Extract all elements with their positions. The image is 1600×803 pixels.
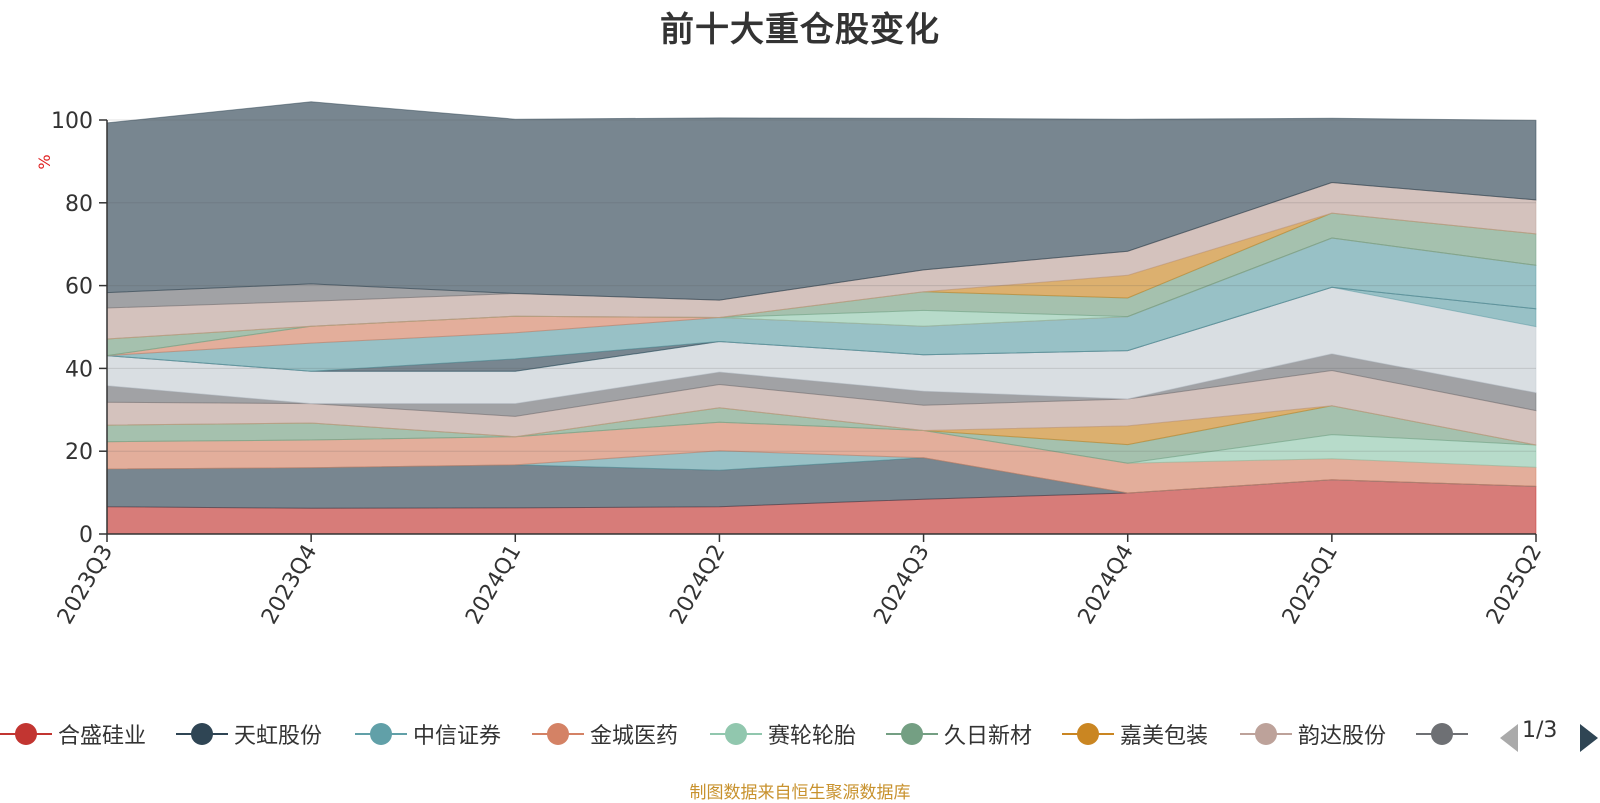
y-tick-label-4: 80 xyxy=(65,192,93,217)
legend-item-4[interactable]: 赛轮轮胎 xyxy=(710,716,856,752)
y-tick-label-5: 100 xyxy=(51,109,93,134)
legend-marker-icon xyxy=(0,721,52,747)
legend-label: 赛轮轮胎 xyxy=(768,724,857,749)
legend-marker-icon xyxy=(176,721,228,747)
legend-item-5[interactable]: 久日新材 xyxy=(886,716,1032,752)
legend-dot xyxy=(1077,723,1099,745)
legend-dot xyxy=(15,723,37,745)
legend-item-8[interactable]: ！ xyxy=(1416,716,1468,752)
legend-pager: 1/3 xyxy=(1470,716,1600,752)
legend-label: 天虹股份 xyxy=(234,724,323,749)
y-axis-label: % xyxy=(35,154,54,169)
legend-label: 嘉美包装 xyxy=(1120,724,1209,749)
data-source-note: 制图数据来自恒生聚源数据库 xyxy=(689,783,911,803)
legend-item-0[interactable]: 合盛硅业 xyxy=(0,716,146,752)
x-tick-label-0: 2023Q3 xyxy=(53,541,118,629)
legend-marker-icon xyxy=(1240,721,1292,747)
legend-item-7[interactable]: 韵达股份 xyxy=(1240,716,1386,752)
legend-dot xyxy=(547,723,569,745)
legend-marker-icon xyxy=(532,721,584,747)
legend-dot xyxy=(1431,723,1453,745)
y-tick-label-1: 20 xyxy=(65,440,93,465)
x-tick-label-6: 2025Q1 xyxy=(1278,541,1343,629)
legend-item-3[interactable]: 金城医药 xyxy=(532,716,678,752)
legend-items: 合盛硅业 天虹股份 中信证券 金城医药 赛轮轮胎 久日新材 嘉美包装 韵达股份 ！ xyxy=(0,716,1468,752)
x-tick-label-1: 2023Q4 xyxy=(257,541,322,629)
stacked-area-chart: 0 20 40 60 80 100% 2023Q3 2023Q4 2024Q1 2024Q2 202… xyxy=(35,101,1547,629)
legend-page-indicator: 1/3 xyxy=(1522,718,1558,743)
legend-marker-icon xyxy=(1062,721,1114,747)
legend-marker-icon xyxy=(886,721,938,747)
x-tick-label-7: 2025Q2 xyxy=(1482,541,1547,629)
legend-dot xyxy=(191,723,213,745)
y-tick-label-0: 0 xyxy=(79,523,93,548)
area-series-19 xyxy=(106,101,1537,301)
area-series-group xyxy=(106,101,1537,535)
legend-label: 久日新材 xyxy=(944,724,1033,749)
legend-dot xyxy=(725,723,747,745)
legend-next-page-icon[interactable] xyxy=(1580,724,1598,752)
x-tick-label-2: 2024Q1 xyxy=(461,541,526,629)
x-tick-label-3: 2024Q2 xyxy=(665,541,730,629)
legend-label: 合盛硅业 xyxy=(58,724,147,749)
legend-item-1[interactable]: 天虹股份 xyxy=(176,716,322,752)
legend-item-6[interactable]: 嘉美包装 xyxy=(1062,716,1208,752)
legend-label: 韵达股份 xyxy=(1298,724,1387,749)
legend-item-2[interactable]: 中信证券 xyxy=(355,716,501,752)
legend-dot xyxy=(1255,723,1277,745)
legend-label: 金城医药 xyxy=(590,724,679,749)
x-tick-label-5: 2024Q4 xyxy=(1074,541,1139,629)
grid-lines xyxy=(107,119,1536,452)
legend-marker-icon xyxy=(710,721,762,747)
y-tick-label-3: 60 xyxy=(65,275,93,300)
y-tick-label-2: 40 xyxy=(65,357,93,382)
legend-prev-page-icon[interactable] xyxy=(1500,724,1518,752)
x-tick-label-4: 2024Q3 xyxy=(869,541,934,629)
legend-dot xyxy=(901,723,923,745)
legend: 合盛硅业 天虹股份 中信证券 金城医药 赛轮轮胎 久日新材 嘉美包装 韵达股份 ！ 1/3 xyxy=(0,716,1600,752)
legend-dot xyxy=(370,723,392,745)
legend-label: 中信证券 xyxy=(413,724,502,749)
chart-title: 前十大重仓股变化 xyxy=(660,10,940,50)
legend-marker-icon xyxy=(1416,721,1468,747)
legend-marker-icon xyxy=(355,721,407,747)
